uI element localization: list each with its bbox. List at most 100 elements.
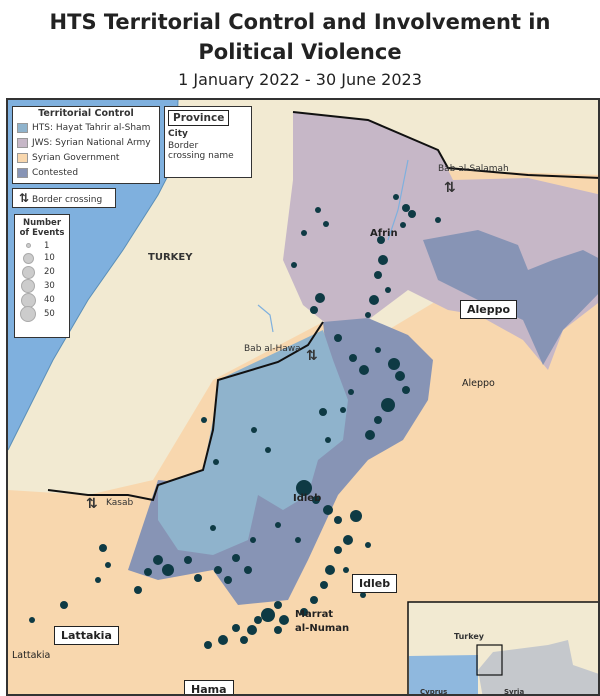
size-circle: [25, 243, 31, 248]
event-marker: [388, 358, 400, 370]
event-marker: [340, 407, 346, 413]
event-marker: [184, 556, 192, 564]
event-marker: [99, 544, 107, 552]
event-marker: [375, 347, 381, 353]
event-marker: [408, 210, 416, 218]
event-marker: [251, 427, 257, 433]
event-marker: [319, 408, 327, 416]
event-marker: [402, 204, 410, 212]
event-marker: [315, 293, 325, 303]
event-marker: [300, 608, 308, 616]
event-marker: [105, 562, 111, 568]
event-marker: [385, 287, 391, 293]
events-legend-title: of Events: [19, 228, 65, 238]
inset-label-cyprus: Cyprus: [420, 688, 448, 696]
key-province: Province: [168, 110, 230, 126]
events-size-item: 1: [18, 240, 66, 251]
label-bab-al-hawa: Bab al-Hawa: [244, 344, 301, 354]
event-marker: [325, 437, 331, 443]
event-marker: [400, 222, 406, 228]
border-crossing-icon: ⇅: [306, 348, 318, 364]
legend-label: Border crossing: [31, 195, 103, 205]
province-idleb: Idleb: [352, 574, 398, 593]
map-title-line2: Political Violence: [198, 40, 402, 64]
size-label: 50: [44, 309, 55, 319]
events-size-item: 50: [18, 306, 66, 322]
sea: [8, 100, 178, 450]
label-lattakia-city: Lattakia: [12, 650, 51, 661]
inset-syria: [478, 640, 598, 694]
event-marker: [381, 398, 395, 412]
event-marker: [402, 386, 410, 394]
map-area[interactable]: Territorial Control HTS: Hayat Tahrir al…: [6, 98, 600, 696]
border-crossing-icon: ⇅: [86, 496, 98, 512]
events-size-item: 10: [18, 251, 66, 265]
event-marker: [274, 626, 282, 634]
size-label: 1: [44, 240, 50, 251]
map-title-line1: HTS Territorial Control and Involvement …: [49, 10, 551, 34]
event-marker: [334, 516, 342, 524]
event-marker: [247, 625, 257, 635]
border-crossing-legend: ⇅ Border crossing: [12, 188, 116, 208]
event-marker: [374, 416, 382, 424]
event-marker: [395, 371, 405, 381]
event-marker: [254, 616, 262, 624]
event-marker: [301, 230, 307, 236]
province-hama: Hama: [184, 680, 234, 694]
event-marker: [349, 354, 357, 362]
contested-territory: [423, 230, 598, 365]
event-marker: [323, 505, 333, 515]
event-marker: [393, 194, 399, 200]
event-marker: [162, 564, 174, 576]
label-kasab: Kasab: [106, 498, 134, 508]
event-marker: [265, 447, 271, 453]
event-marker: [218, 635, 228, 645]
size-circle: [22, 252, 34, 264]
event-marker: [261, 608, 275, 622]
event-marker: [343, 567, 349, 573]
events-legend-title: Number: [22, 218, 62, 228]
event-marker: [144, 568, 152, 576]
event-marker: [369, 295, 379, 305]
events-size-legend: Number of Events 1 10 20 30 40 50: [14, 214, 70, 338]
event-marker: [315, 207, 321, 213]
territorial-control-legend: Territorial Control HTS: Hayat Tahrir al…: [12, 106, 160, 184]
legend-item-gov: Syrian Government: [13, 151, 159, 166]
border-crossing-icon: ⇅: [444, 180, 456, 196]
size-label: 20: [44, 267, 55, 277]
label-key-legend: Province City Border crossing name: [164, 106, 252, 178]
event-marker: [250, 537, 256, 543]
key-crossing: Border crossing name: [168, 141, 234, 161]
event-marker: [334, 334, 342, 342]
legend-item-hts: HTS: Hayat Tahrir al-Sham: [13, 121, 159, 136]
size-label: 40: [44, 295, 55, 305]
label-turkey: TURKEY: [148, 252, 193, 263]
event-marker: [348, 389, 354, 395]
event-marker: [350, 510, 362, 522]
event-marker: [435, 217, 441, 223]
label-idleb-city: Idleb: [293, 493, 322, 504]
events-size-item: 40: [18, 292, 66, 308]
event-marker: [240, 636, 248, 644]
event-marker: [213, 459, 219, 465]
legend-label: JWS: Syrian National Army: [32, 138, 151, 148]
event-marker: [310, 596, 318, 604]
legend-label: Contested: [32, 168, 79, 178]
event-marker: [365, 542, 371, 548]
legend-label: HTS: Hayat Tahrir al-Sham: [32, 123, 151, 133]
event-marker: [360, 592, 366, 598]
event-marker: [325, 565, 335, 575]
size-circle: [21, 265, 35, 279]
map-svg: [8, 100, 598, 694]
map-subtitle: 1 January 2022 - 30 June 2023: [178, 70, 422, 89]
event-marker: [374, 271, 382, 279]
label-marrat-al-numan: Marrat al-Numan: [295, 609, 350, 634]
event-marker: [60, 601, 68, 609]
event-marker: [224, 576, 232, 584]
event-marker: [323, 221, 329, 227]
event-marker: [29, 617, 35, 623]
label-aleppo-city: Aleppo: [462, 378, 495, 389]
event-marker: [343, 535, 353, 545]
event-marker: [296, 480, 312, 496]
event-marker: [279, 615, 289, 625]
